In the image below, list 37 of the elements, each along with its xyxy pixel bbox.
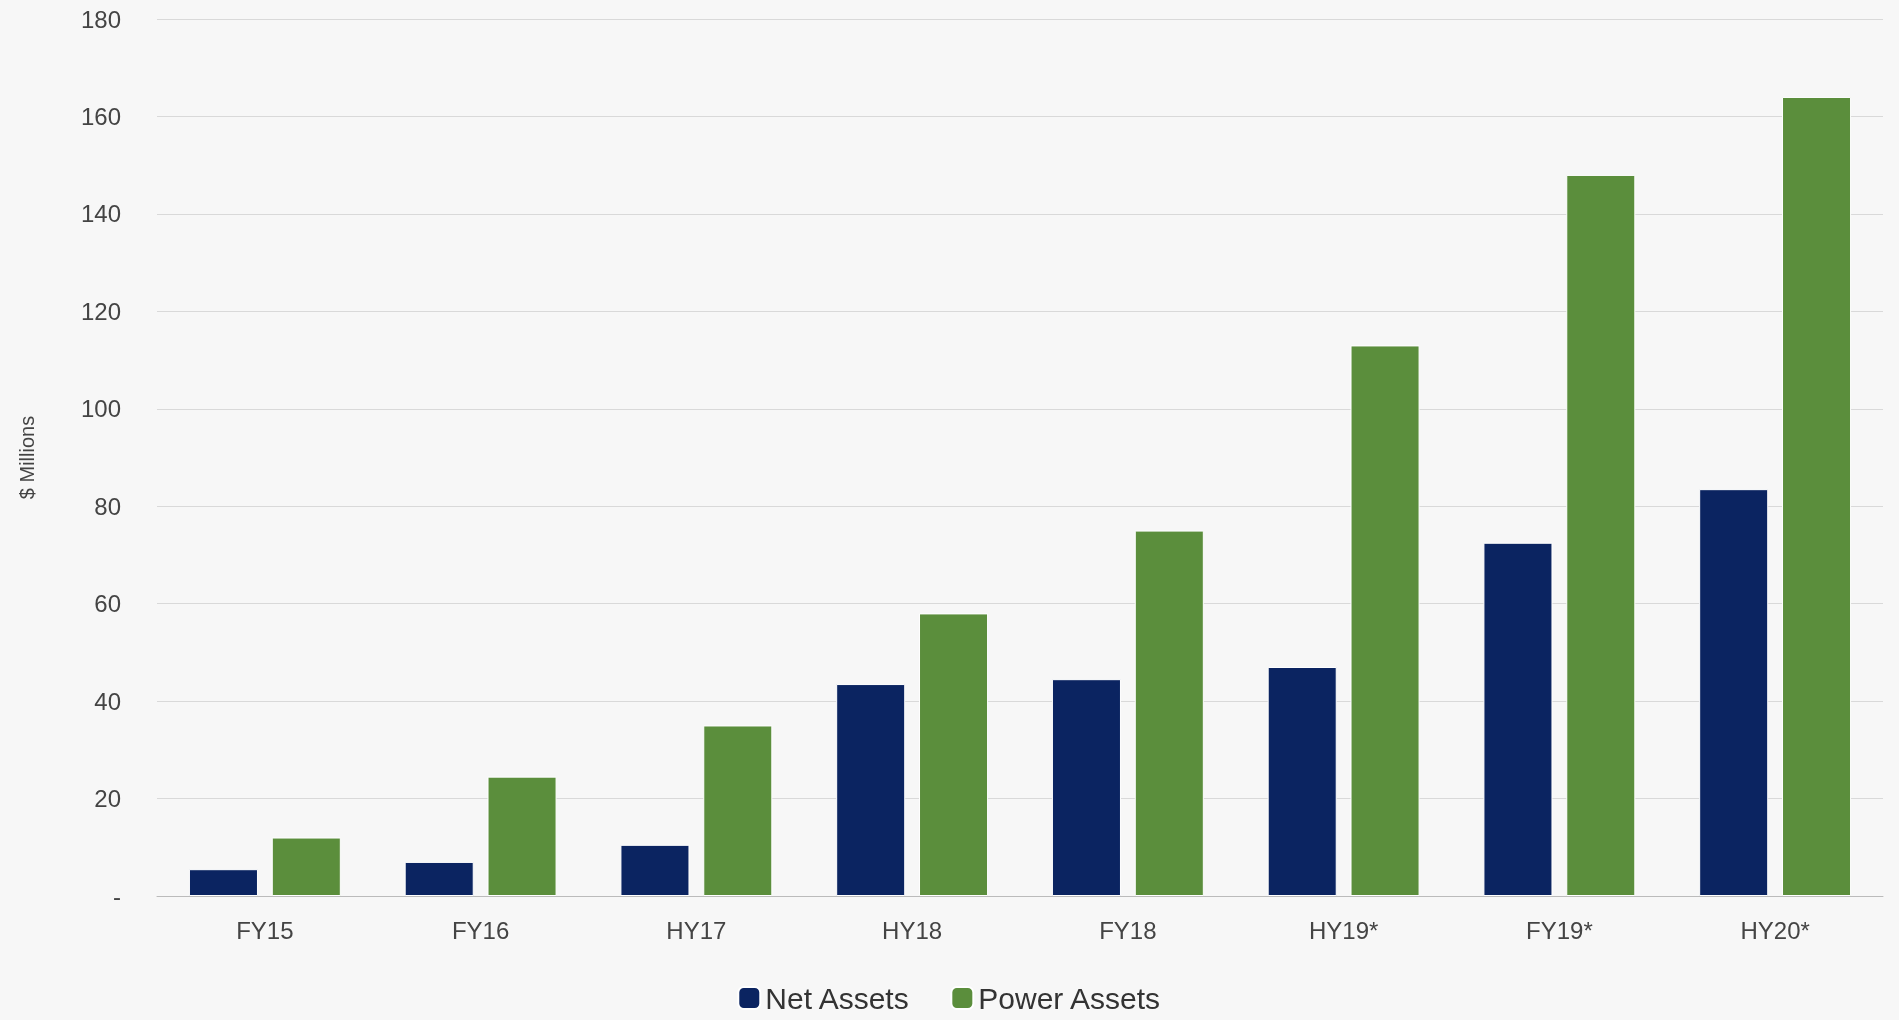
y-tick-label: 20 [94, 785, 121, 813]
bar [487, 776, 557, 896]
x-tick-label: HY18 [882, 916, 943, 944]
bar [703, 725, 773, 896]
bar [1699, 489, 1769, 896]
y-tick-label: 100 [80, 395, 121, 423]
bar [404, 861, 474, 896]
bar [188, 869, 258, 896]
bar [1782, 96, 1852, 896]
y-tick-label: 160 [80, 102, 121, 130]
bar [1483, 542, 1553, 896]
bar [1350, 345, 1420, 896]
y-tick-label: 120 [80, 297, 121, 325]
y-tick-label: 140 [80, 200, 121, 228]
y-tick-label: 180 [80, 5, 121, 33]
bar [1267, 667, 1337, 896]
x-tick-label: FY18 [1099, 916, 1157, 944]
bar [1566, 174, 1636, 896]
bar [271, 837, 341, 896]
bar [620, 844, 690, 896]
x-tick-label: FY15 [236, 916, 294, 944]
x-tick-label: FY16 [451, 916, 510, 944]
bar [1051, 679, 1121, 896]
bar [836, 684, 906, 896]
y-tick-label: 40 [94, 687, 121, 715]
x-tick-label: HY20* [1740, 916, 1810, 944]
bar [1134, 530, 1204, 896]
legend-label: Power Assets [978, 981, 1161, 1015]
x-tick-label: FY19* [1526, 916, 1593, 944]
legend-label: Net Assets [765, 981, 909, 1015]
bar [919, 613, 989, 896]
x-tick-label: HY19* [1308, 916, 1379, 944]
y-tick-label: 80 [94, 492, 121, 520]
y-tick-label: - [113, 882, 121, 910]
x-tick-label: HY17 [666, 916, 727, 944]
y-axis-title: $ Millions [16, 415, 38, 500]
y-tick-label: 60 [94, 590, 121, 618]
